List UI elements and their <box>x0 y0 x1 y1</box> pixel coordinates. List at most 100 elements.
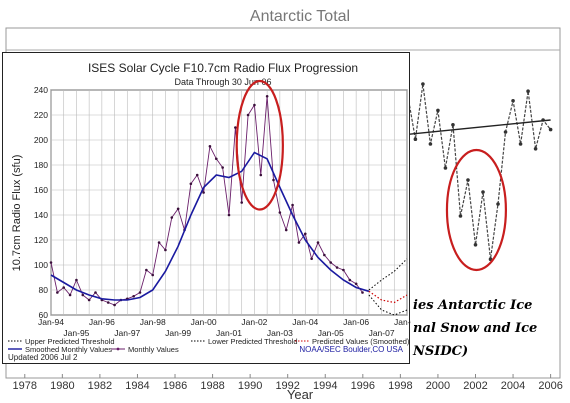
inset-point <box>316 241 320 244</box>
bg-point <box>421 82 425 86</box>
bg-point <box>451 123 455 127</box>
inset-point <box>94 291 97 294</box>
bg-x-tick-label: 1998 <box>388 380 412 392</box>
inset-subtitle: Data Through 30 Jun 06 <box>175 77 272 87</box>
overlay-text-2: nal Snow and Ice <box>413 321 538 336</box>
inset-point <box>348 278 352 282</box>
inset-point <box>62 286 66 289</box>
bg-point <box>466 178 470 182</box>
inset-point <box>87 298 91 302</box>
inset-grid <box>50 89 408 316</box>
inset-y-tick-label: 100 <box>34 260 48 270</box>
inset-point <box>138 291 142 294</box>
inset-point <box>202 191 205 194</box>
inset-ylabel: 10.7cm Radio Flux (sfu) <box>11 155 23 272</box>
bg-point <box>473 243 478 247</box>
inset-point <box>170 216 174 219</box>
inset-point <box>310 257 313 261</box>
bg-x-tick-label: 1996 <box>351 380 375 392</box>
inset-x-ticks: Jan-94Jan-95Jan-96Jan-97Jan-98Jan-99Jan-… <box>38 317 411 338</box>
inset-x-tick-label: Jan-98 <box>140 317 166 327</box>
inset-point <box>227 213 231 217</box>
bg-point <box>488 257 493 262</box>
bg-point <box>481 190 485 194</box>
inset-point <box>297 241 301 244</box>
bg-point <box>518 142 523 146</box>
bg-point <box>511 99 515 103</box>
inset-point <box>68 293 72 297</box>
inset-legend-label: Predicted Values (Smoothed) <box>312 337 410 346</box>
inset-y-tick-label: 60 <box>39 310 49 320</box>
bg-point <box>413 137 418 141</box>
solar-flux-inset: ISES Solar Cycle F10.7cm Radio Flux Prog… <box>2 52 411 364</box>
bg-xlabel: Year <box>287 387 314 402</box>
inset-x-tick-label: Jan-96 <box>89 317 115 327</box>
bg-x-tick-label: 1986 <box>163 380 187 392</box>
inset-x-tick-label: Jan-05 <box>318 328 344 338</box>
inset-y-tick-label: 220 <box>34 110 48 120</box>
inset-legend-dot <box>116 347 120 351</box>
inset-point <box>323 253 326 257</box>
inset-legend-label: Lower Predicted Threshold <box>208 337 298 346</box>
inset-y-tick-label: 200 <box>34 135 48 145</box>
inset-point <box>265 94 269 98</box>
inset-y-tick-label: 240 <box>34 85 48 95</box>
bg-point <box>533 147 538 151</box>
inset-x-tick-label: Jan-99 <box>165 328 191 338</box>
bg-point <box>443 166 448 170</box>
bg-point <box>458 214 463 218</box>
inset-series-line <box>368 258 408 291</box>
inset-series <box>49 94 408 316</box>
inset-y-tick-label: 180 <box>34 160 48 170</box>
inset-point <box>113 303 116 307</box>
bg-point <box>496 202 500 206</box>
bg-x-tick-label: 1982 <box>88 380 112 392</box>
overlay-text-3: NSIDC) <box>413 344 469 359</box>
inset-point <box>189 182 193 186</box>
inset-point <box>284 228 288 232</box>
inset-point <box>342 268 345 272</box>
inset-point <box>246 113 250 117</box>
inset-point <box>81 293 85 297</box>
inset-point <box>278 211 282 214</box>
inset-x-tick-label: Jan-94 <box>38 317 64 327</box>
bg-point <box>436 108 440 113</box>
inset-point <box>195 173 199 177</box>
inset-point <box>253 103 256 107</box>
inset-point <box>75 278 78 282</box>
bg-point <box>526 89 530 93</box>
inset-legend-label: Monthly Values <box>128 345 179 354</box>
inset-series-line <box>368 290 408 304</box>
inset-footer-left: Updated 2006 Jul 2 <box>8 353 78 362</box>
inset-point <box>214 157 218 161</box>
inset-x-tick-label: Jan-03 <box>267 328 293 338</box>
inset-title: ISES Solar Cycle F10.7cm Radio Flux Prog… <box>88 61 358 75</box>
bg-x-tick-label: 2002 <box>463 380 487 392</box>
inset-x-tick-label: Jan-97 <box>114 328 140 338</box>
inset-point <box>132 294 135 298</box>
bg-x-tick-label: 1994 <box>313 380 337 392</box>
inset-y-tick-label: 80 <box>39 285 49 295</box>
inset-point <box>291 203 294 207</box>
inset-point <box>208 144 212 148</box>
solar-flux-chart: ISES Solar Cycle F10.7cm Radio Flux Prog… <box>8 61 411 362</box>
inset-point <box>157 241 161 244</box>
inset-x-tick-label: Jan-06 <box>343 317 369 327</box>
inset-legend-label: Upper Predicted Threshold <box>25 337 115 346</box>
inset-x-tick-label: Jan-01 <box>216 328 242 338</box>
bg-x-tick-label: 1980 <box>50 380 74 392</box>
inset-point <box>151 273 155 277</box>
inset-y-ticks: 60 80 100 120 140 160 180 200 220 240 <box>34 85 48 320</box>
inset-point <box>335 266 339 269</box>
inset-x-tick-label: Jan-08 <box>394 317 411 327</box>
inset-point <box>56 291 59 294</box>
inset-y-tick-label: 160 <box>34 185 48 195</box>
bg-x-tick-label: 1984 <box>125 380 149 392</box>
bg-x-tick-label: 1988 <box>200 380 224 392</box>
bg-title: Antarctic Total <box>250 8 350 25</box>
bg-point <box>503 130 508 134</box>
bg-point <box>428 142 433 146</box>
inset-x-tick-label: Jan-04 <box>292 317 318 327</box>
bg-x-tick-label: 1990 <box>238 380 262 392</box>
inset-point <box>145 268 148 272</box>
